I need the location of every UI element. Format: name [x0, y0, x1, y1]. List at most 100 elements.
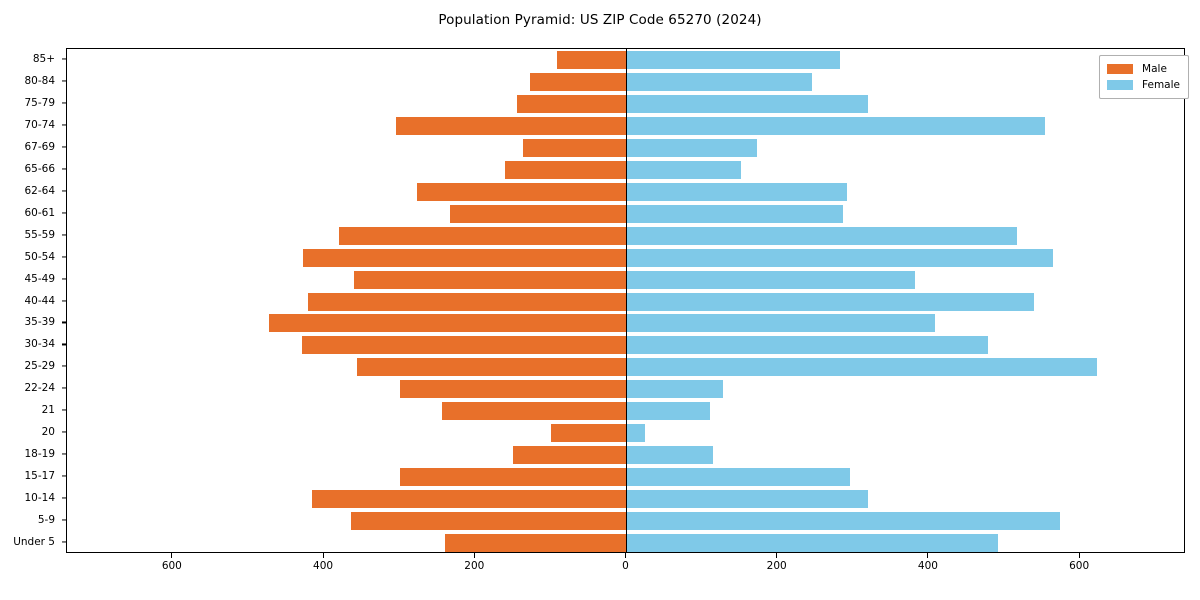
legend-label-female: Female — [1142, 79, 1180, 91]
bar-male-80-84 — [530, 72, 627, 91]
bar-male-62-64 — [417, 182, 627, 201]
y-tick-mark — [61, 168, 66, 170]
bar-male-under-5 — [445, 534, 627, 553]
bar-male-85- — [556, 50, 627, 69]
y-tick-mark — [61, 365, 66, 367]
bar-female-65-66 — [626, 160, 742, 179]
bar-female-30-34 — [626, 336, 988, 355]
y-tick-label-10-14: 10-14 — [24, 492, 55, 505]
y-tick-mark — [61, 58, 66, 60]
bar-male-22-24 — [399, 380, 627, 399]
bar-male-10-14 — [311, 490, 627, 509]
bar-female-85- — [626, 50, 841, 69]
y-tick-label-35-39: 35-39 — [24, 316, 55, 329]
y-tick-label-45-49: 45-49 — [24, 272, 55, 285]
bar-female-62-64 — [626, 182, 848, 201]
y-tick-mark — [61, 519, 66, 521]
y-axis: 85+ 80-84 75-79 70-74 67-69 65-66 62-64 60-61 55… — [0, 48, 66, 553]
bar-male-45-49 — [354, 270, 627, 289]
bar-male-50-54 — [302, 248, 627, 267]
legend-item-female[interactable]: Female — [1107, 77, 1180, 93]
bar-male-70-74 — [395, 116, 627, 135]
bar-male-15-17 — [399, 468, 627, 487]
y-tick-mark — [61, 321, 66, 323]
x-tick-label-600-6: 600 — [1069, 560, 1090, 572]
y-tick-label-80-84: 80-84 — [24, 74, 55, 87]
bar-male-65-66 — [504, 160, 627, 179]
bar-female-10-14 — [626, 490, 869, 509]
y-tick-mark — [61, 256, 66, 258]
y-tick-mark — [61, 102, 66, 104]
zero-axis-line — [625, 49, 628, 552]
bar-male-55-59 — [339, 226, 627, 245]
bar-female-75-79 — [626, 94, 869, 113]
bar-male-75-79 — [516, 94, 627, 113]
bar-male-35-39 — [268, 314, 627, 333]
x-tick-mark — [776, 553, 778, 558]
bar-female-15-17 — [626, 468, 850, 487]
x-tick-mark — [171, 553, 173, 558]
x-tick-mark — [473, 553, 475, 558]
bar-male-18-19 — [513, 446, 627, 465]
x-tick-label-200-2: 200 — [464, 560, 485, 572]
bar-female-25-29 — [626, 358, 1097, 377]
y-tick-mark — [61, 453, 66, 455]
y-tick-label-5-9: 5-9 — [37, 514, 55, 527]
bar-male-20 — [550, 424, 627, 443]
y-tick-mark — [61, 80, 66, 82]
bar-female-80-84 — [626, 72, 812, 91]
bar-male-21 — [442, 402, 627, 421]
y-tick-label-under-5: Under 5 — [13, 536, 55, 549]
y-tick-label-60-61: 60-61 — [24, 206, 55, 219]
bars-layer — [67, 49, 1184, 553]
y-tick-mark — [61, 475, 66, 477]
y-tick-mark — [61, 299, 66, 302]
y-tick-label-50-54: 50-54 — [24, 250, 55, 263]
y-tick-label-15-17: 15-17 — [24, 470, 55, 483]
bar-female-18-19 — [626, 446, 714, 465]
y-tick-label-30-34: 30-34 — [24, 338, 55, 351]
x-tick-mark — [1078, 553, 1080, 558]
x-tick-mark — [927, 553, 929, 558]
y-tick-mark — [61, 277, 66, 280]
bar-female-45-49 — [626, 270, 915, 289]
legend-label-male: Male — [1142, 63, 1167, 75]
x-tick-mark — [322, 553, 324, 558]
y-tick-label-75-79: 75-79 — [24, 96, 55, 109]
y-tick-mark — [61, 343, 66, 345]
y-tick-label-55-59: 55-59 — [24, 228, 55, 241]
bar-female-under-5 — [626, 534, 999, 553]
y-tick-mark — [61, 387, 66, 389]
legend-swatch-male — [1107, 64, 1134, 74]
y-tick-label-25-29: 25-29 — [24, 360, 55, 373]
plot-area — [66, 48, 1185, 553]
bar-female-55-59 — [626, 226, 1018, 245]
x-tick-label-0-3: 0 — [622, 560, 629, 572]
y-tick-label-21: 21 — [41, 404, 55, 417]
x-tick-label-400-1: 400 — [313, 560, 334, 572]
y-tick-mark — [61, 146, 66, 148]
y-tick-label-40-44: 40-44 — [24, 294, 55, 307]
legend-item-male[interactable]: Male — [1107, 61, 1180, 77]
bar-female-5-9 — [626, 512, 1061, 531]
y-tick-label-20: 20 — [41, 426, 55, 439]
bar-female-35-39 — [626, 314, 935, 333]
x-tick-label-600-0: 600 — [161, 560, 182, 572]
bar-female-50-54 — [626, 248, 1053, 267]
y-tick-mark — [61, 124, 66, 126]
y-tick-label-65-66: 65-66 — [24, 162, 55, 175]
y-tick-mark — [61, 409, 66, 411]
bar-female-70-74 — [626, 116, 1045, 135]
bar-male-25-29 — [357, 358, 627, 377]
x-axis: 600 400 200 0 200 400 600 — [66, 553, 1185, 593]
bar-female-67-69 — [626, 138, 758, 157]
bar-female-60-61 — [626, 204, 844, 223]
chart-legend[interactable]: Male Female — [1099, 55, 1189, 99]
y-tick-label-62-64: 62-64 — [24, 184, 55, 197]
y-tick-mark — [61, 541, 66, 543]
y-tick-mark — [61, 190, 66, 192]
x-tick-label-400-5: 400 — [917, 560, 938, 572]
x-tick-mark — [624, 553, 627, 558]
y-tick-label-18-19: 18-19 — [24, 448, 55, 461]
